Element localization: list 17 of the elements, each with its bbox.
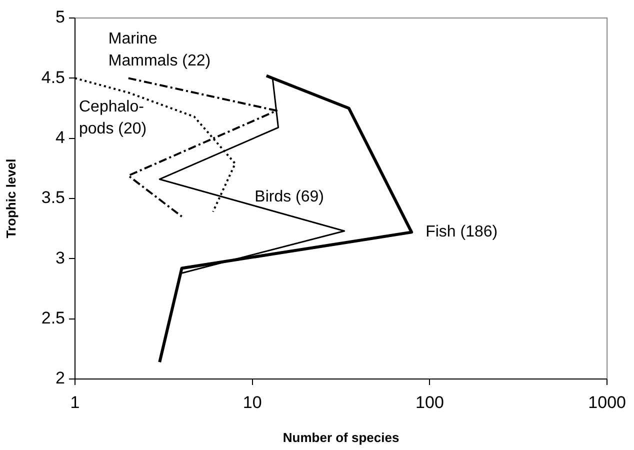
x-tick-label: 1 xyxy=(70,392,80,412)
x-tick-label: 10 xyxy=(242,392,262,412)
y-tick-label: 3 xyxy=(56,248,65,268)
y-axis-title: Trophic level xyxy=(3,158,18,238)
y-tick-label: 4 xyxy=(56,128,65,148)
y-tick-label: 5 xyxy=(56,8,65,27)
x-tick-label: 1000 xyxy=(588,392,626,412)
series-label: Fish (186) xyxy=(426,224,498,241)
x-axis-title: Number of species xyxy=(282,430,400,445)
x-tick-label: 100 xyxy=(416,392,444,412)
series-label: Cephalo- pods (20) xyxy=(79,98,147,138)
y-tick-label: 4.5 xyxy=(41,68,65,87)
y-tick-label: 2.5 xyxy=(41,308,65,328)
y-tick-label: 2 xyxy=(56,368,65,388)
series-label: Birds (69) xyxy=(254,188,324,206)
series-label: Marine Mammals (22) xyxy=(108,30,211,70)
y-tick-label: 3.5 xyxy=(41,188,65,208)
